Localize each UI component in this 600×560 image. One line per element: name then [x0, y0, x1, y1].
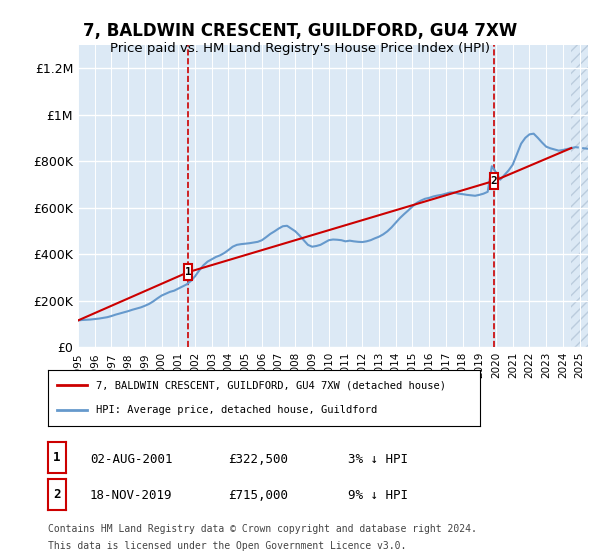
Text: 1: 1: [53, 451, 61, 464]
Text: 7, BALDWIN CRESCENT, GUILDFORD, GU4 7XW (detached house): 7, BALDWIN CRESCENT, GUILDFORD, GU4 7XW …: [95, 380, 446, 390]
Text: 2: 2: [491, 176, 497, 186]
Text: 1: 1: [185, 267, 191, 277]
Text: £322,500: £322,500: [228, 452, 288, 466]
Text: Contains HM Land Registry data © Crown copyright and database right 2024.: Contains HM Land Registry data © Crown c…: [48, 524, 477, 534]
FancyBboxPatch shape: [184, 264, 192, 281]
Bar: [571, 45, 588, 347]
Text: 18-NOV-2019: 18-NOV-2019: [90, 489, 173, 502]
Text: 3% ↓ HPI: 3% ↓ HPI: [348, 452, 408, 466]
Text: Price paid vs. HM Land Registry's House Price Index (HPI): Price paid vs. HM Land Registry's House …: [110, 42, 490, 55]
Text: 7, BALDWIN CRESCENT, GUILDFORD, GU4 7XW: 7, BALDWIN CRESCENT, GUILDFORD, GU4 7XW: [83, 22, 517, 40]
Text: £715,000: £715,000: [228, 489, 288, 502]
Text: 2: 2: [53, 488, 61, 501]
FancyBboxPatch shape: [490, 172, 498, 189]
Text: 02-AUG-2001: 02-AUG-2001: [90, 452, 173, 466]
Bar: [571, 45, 588, 347]
Text: 9% ↓ HPI: 9% ↓ HPI: [348, 489, 408, 502]
Text: This data is licensed under the Open Government Licence v3.0.: This data is licensed under the Open Gov…: [48, 541, 406, 551]
Text: HPI: Average price, detached house, Guildford: HPI: Average price, detached house, Guil…: [95, 405, 377, 415]
